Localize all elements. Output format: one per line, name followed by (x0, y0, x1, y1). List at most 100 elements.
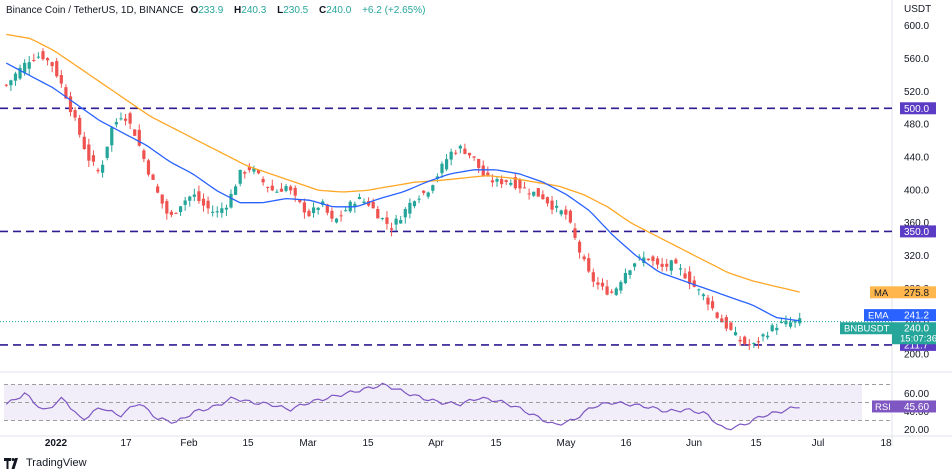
candle-body (596, 282, 600, 285)
candle-body (665, 263, 669, 267)
candle-body (412, 201, 417, 207)
candle-body (385, 217, 389, 224)
candle-body (463, 148, 467, 154)
candle-body (142, 150, 146, 159)
candle-body (247, 167, 251, 171)
x-tick-label: 15 (490, 438, 502, 449)
candle-body (357, 197, 362, 200)
candle-body (4, 84, 8, 86)
candle-body (724, 317, 728, 329)
candle-body (784, 320, 788, 325)
price-label-name: MA (874, 288, 889, 299)
candle-body (353, 203, 357, 207)
candle-body (591, 272, 595, 282)
candle-body (632, 263, 637, 267)
rsi-value: 45.60 (904, 402, 929, 413)
candle-body (55, 61, 59, 77)
y-tick-label: 600.0 (904, 21, 929, 32)
candle-body (408, 202, 412, 214)
y-tick-label: 480.0 (904, 120, 929, 131)
candle-body (169, 211, 174, 215)
x-tick-label: May (557, 438, 576, 449)
candle-body (215, 211, 219, 213)
candle-body (160, 194, 164, 204)
price-label-name: EMA (868, 311, 889, 322)
candle-body (362, 201, 366, 204)
candle-body (628, 270, 632, 275)
level-label: 211.7 (904, 340, 929, 351)
candle-body (211, 211, 215, 213)
candle-body (678, 268, 683, 270)
candle-body (701, 294, 706, 297)
y-tick-label: 320.0 (904, 251, 929, 262)
brand-footer[interactable]: TradingView (4, 457, 87, 469)
symbol-title: Binance Coin / TetherUS, 1D, BINANCE (6, 5, 184, 16)
candle-body (477, 158, 481, 168)
candle-body (238, 169, 242, 184)
candle-body (674, 259, 678, 264)
candle-body (344, 210, 348, 212)
rsi-line (5, 382, 800, 431)
candle-body (775, 327, 779, 331)
candle-body (550, 200, 554, 210)
candle-body (752, 343, 756, 345)
candle-body (32, 60, 36, 62)
candle-body (206, 200, 210, 209)
candle-body (311, 207, 316, 214)
y-tick-label: 400.0 (904, 185, 929, 196)
y-tick-label: 200.0 (904, 350, 929, 361)
candle-body (779, 322, 783, 324)
rsi-name-bg (872, 400, 892, 413)
candle-body (376, 209, 380, 219)
candle-body (747, 344, 751, 346)
level-label-bg (900, 102, 936, 115)
candle-body (564, 209, 568, 215)
candle-body (426, 192, 430, 197)
y-tick-label: 360.0 (904, 218, 929, 229)
candle-body (293, 187, 297, 196)
candle-body (123, 118, 128, 121)
candle-body (743, 336, 747, 344)
candle-body (403, 209, 407, 218)
candle-body (366, 201, 371, 206)
candle-body (522, 187, 527, 189)
candle-body (683, 273, 687, 279)
candle-body (339, 215, 343, 217)
candle-body (504, 180, 508, 183)
level-label: 500.0 (904, 104, 929, 115)
candle-body (188, 196, 192, 201)
candle-body (105, 146, 109, 158)
candle-body (765, 335, 770, 338)
candle-body (371, 201, 375, 209)
rsi-tick-label: 60.00 (904, 389, 929, 400)
candle-body (573, 228, 577, 238)
candle-body (233, 186, 238, 195)
candle-body (651, 256, 655, 262)
ohlc-close: C240.0 (319, 5, 352, 16)
candle-body (738, 339, 742, 342)
candle-body (100, 164, 105, 173)
candle-body (73, 110, 77, 118)
y-tick-label: 240.0 (904, 317, 929, 328)
candle-body (68, 96, 73, 113)
price-label-value-bg (892, 286, 936, 299)
ohlc-high: H240.3 (234, 5, 267, 16)
currency-label: USDT (904, 4, 931, 15)
candle-body (389, 228, 394, 230)
level-label-bg (900, 225, 936, 238)
candle-body (78, 117, 82, 135)
candle-body (568, 210, 573, 223)
chart-header: Binance Coin / TetherUS, 1D, BINANCE O23… (6, 5, 429, 16)
candle-body (302, 202, 307, 213)
candle-body (36, 56, 41, 58)
candle-body (642, 257, 646, 264)
candle-body (41, 51, 45, 60)
candle-body (266, 186, 270, 188)
candle-body (151, 174, 155, 180)
candle-body (729, 322, 733, 330)
x-tick-label: 16 (620, 438, 632, 449)
candle-body (50, 62, 54, 67)
x-tick-label: Mar (299, 438, 317, 449)
candle-body (422, 190, 426, 193)
